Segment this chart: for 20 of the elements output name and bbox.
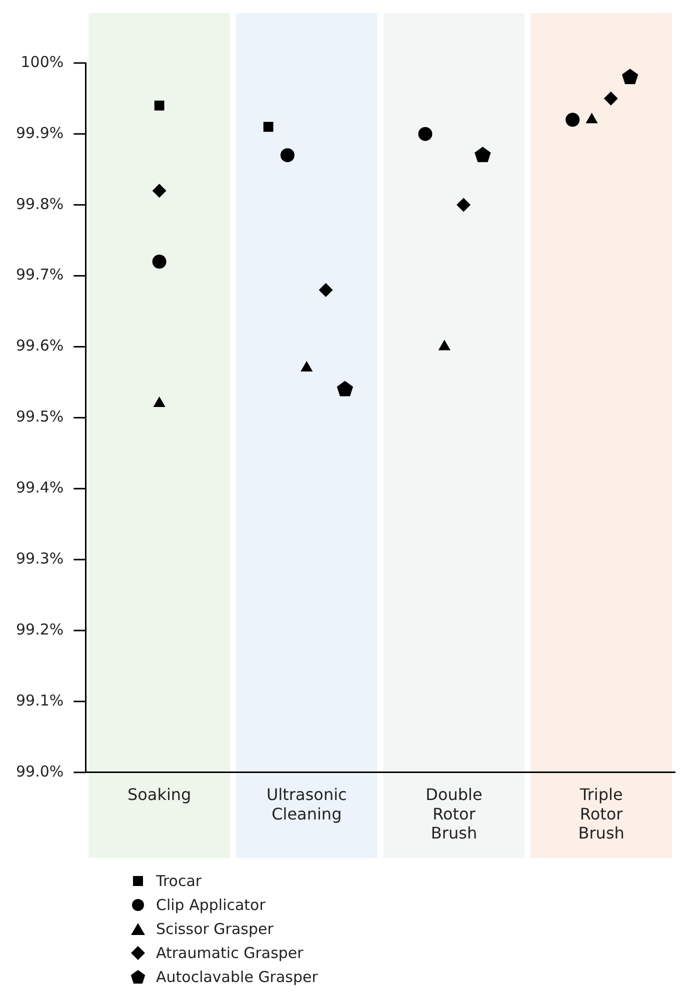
y-tick-label: 100% <box>20 52 64 71</box>
y-tick-label: 99.1% <box>16 691 64 710</box>
x-tick-label: Triple Rotor Brush <box>578 785 624 843</box>
legend-label: Scissor Grasper <box>156 920 274 938</box>
y-tick-label: 99.7% <box>16 266 64 284</box>
y-tick-label: 99.4% <box>16 478 64 497</box>
legend-label: Clip Applicator <box>156 896 266 914</box>
y-tick-label: 99.2% <box>16 620 64 638</box>
y-tick-label: 99.8% <box>16 194 64 213</box>
legend-label: Autoclavable Grasper <box>156 968 318 986</box>
y-tick-label: 99.5% <box>16 408 64 426</box>
y-tick-label: 99.9% <box>16 124 64 142</box>
x-tick-label: Ultrasonic Cleaning <box>266 785 347 824</box>
x-tick-label: Soaking <box>127 785 192 804</box>
legend-label: Atraumatic Grasper <box>156 944 304 962</box>
legend-label: Trocar <box>156 872 202 890</box>
y-tick-label: 99.6% <box>16 336 64 355</box>
y-tick-label: 99.3% <box>16 549 64 568</box>
y-tick-label: 99.0% <box>16 762 64 780</box>
x-tick-label: Double Rotor Brush <box>426 785 482 843</box>
